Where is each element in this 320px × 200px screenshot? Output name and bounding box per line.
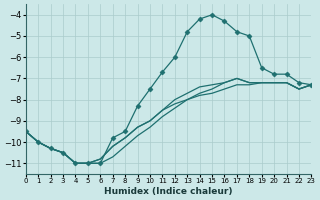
X-axis label: Humidex (Indice chaleur): Humidex (Indice chaleur) [104,187,233,196]
